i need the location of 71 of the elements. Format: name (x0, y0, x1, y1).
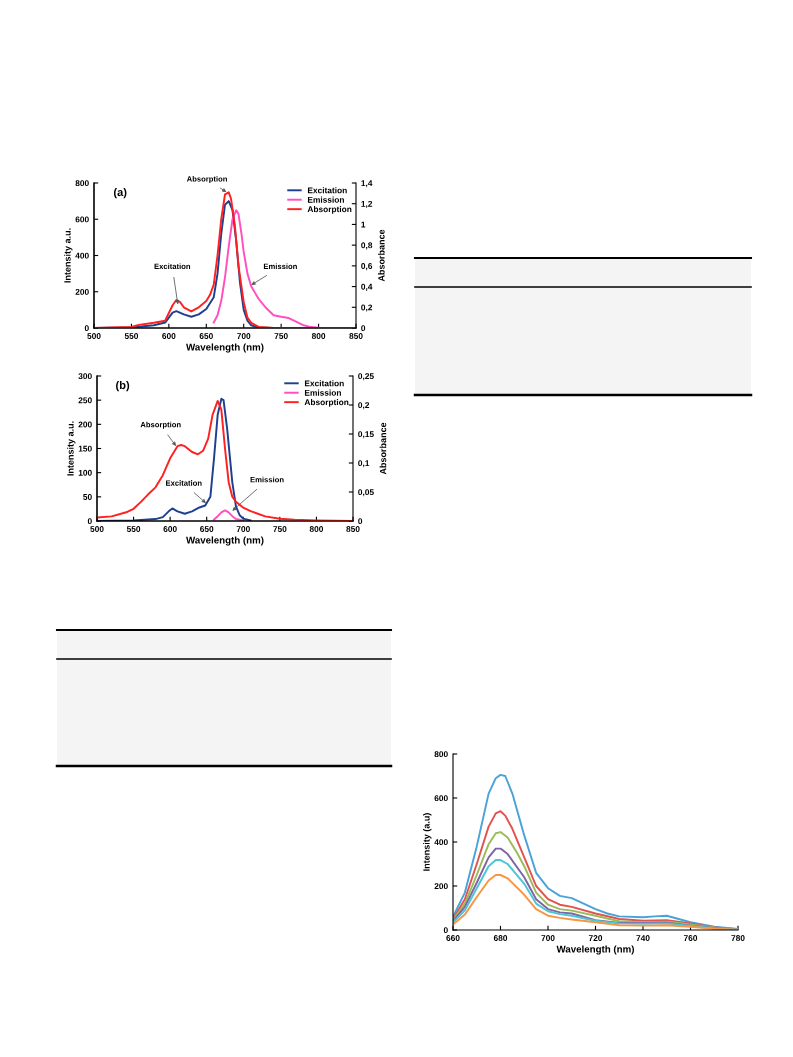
x-tick-label: 850 (346, 526, 360, 532)
x-tick-label: 500 (90, 526, 104, 532)
x-tick-label: 600 (163, 526, 177, 532)
y-tick-label: 100 (78, 469, 92, 476)
x-tick-label: 550 (124, 333, 139, 339)
y-axis-title: Intensity (a.u) (423, 813, 432, 871)
x-axis-title: Wavelength (nm) (186, 536, 264, 546)
annotation: (a) (113, 187, 127, 199)
legend-label: Absorption (307, 206, 352, 214)
y-tick-label: 400 (75, 252, 89, 259)
y2-tick-label: 0 (358, 518, 363, 525)
annotation: (b) (116, 380, 130, 392)
y2-tick-label: 0,15 (358, 431, 374, 439)
legend-label: Emission (307, 196, 344, 203)
x-tick-label: 760 (683, 935, 698, 941)
x-tick-label: 700 (541, 935, 555, 941)
y2-tick-label: 0 (361, 325, 366, 332)
legend-label: Excitation (304, 380, 344, 387)
x-tick-label: 700 (236, 526, 250, 532)
y-tick-label: 300 (78, 373, 92, 380)
y-tick-label: 150 (78, 445, 92, 452)
y2-tick-label: 0,2 (358, 402, 370, 410)
legend-label: Absorption (304, 399, 349, 407)
legend-label: Excitation (307, 187, 347, 194)
y-tick-label: 800 (434, 751, 448, 758)
x-tick-label: 850 (349, 333, 363, 339)
x-axis-title: Wavelength (nm) (556, 945, 634, 955)
y2-tick-label: 0,2 (361, 304, 373, 312)
y2-tick-label: 1,4 (361, 180, 373, 188)
x-axis-title: Wavelength (nm) (186, 343, 264, 353)
y-axis-title: Intensity a.u. (67, 421, 76, 476)
y2-tick-label: 1 (361, 221, 366, 228)
y-tick-label: 200 (75, 288, 89, 295)
x-tick-label: 750 (274, 333, 288, 339)
y-tick-label: 250 (78, 397, 92, 404)
y2-axis-title: Absorbance (378, 229, 385, 282)
x-tick-label: 700 (237, 333, 251, 339)
x-tick-label: 720 (588, 935, 603, 941)
x-tick-label: 740 (636, 935, 650, 941)
x-tick-label: 750 (273, 526, 287, 532)
line-series (213, 509, 245, 521)
x-tick-label: 660 (446, 935, 460, 941)
x-tick-label: 500 (87, 333, 101, 339)
x-tick-label: 600 (162, 333, 176, 339)
y-tick-label: 50 (83, 494, 92, 500)
x-tick-label: 550 (126, 526, 141, 532)
y-tick-label: 400 (434, 839, 448, 846)
y2-tick-label: 1,2 (361, 200, 373, 209)
y-tick-label: 600 (434, 795, 448, 802)
x-tick-label: 780 (731, 935, 745, 941)
y2-tick-label: 0,6 (361, 263, 373, 271)
x-tick-label: 800 (311, 333, 326, 339)
y2-tick-label: 0,8 (361, 242, 373, 250)
legend-label: Emission (304, 389, 341, 396)
y-tick-label: 0 (443, 927, 448, 934)
y2-tick-label: 0,25 (358, 373, 374, 381)
y2-tick-label: 0,4 (361, 283, 373, 291)
y-tick-label: 0 (87, 518, 92, 525)
y2-axis-title: Absorbance (379, 422, 387, 475)
x-tick-label: 650 (199, 333, 213, 339)
y2-tick-label: 0,05 (358, 489, 374, 497)
y-tick-label: 200 (78, 421, 92, 428)
y2-tick-label: 0,1 (358, 460, 370, 468)
y-tick-label: 200 (434, 883, 448, 890)
x-tick-label: 680 (493, 935, 508, 941)
y-tick-label: 600 (75, 216, 89, 223)
y-tick-label: 800 (75, 180, 89, 187)
y-axis-title: Intensity a.u. (64, 228, 73, 283)
y-tick-label: 0 (84, 325, 89, 332)
x-tick-label: 800 (309, 526, 324, 532)
x-tick-label: 650 (200, 526, 214, 532)
